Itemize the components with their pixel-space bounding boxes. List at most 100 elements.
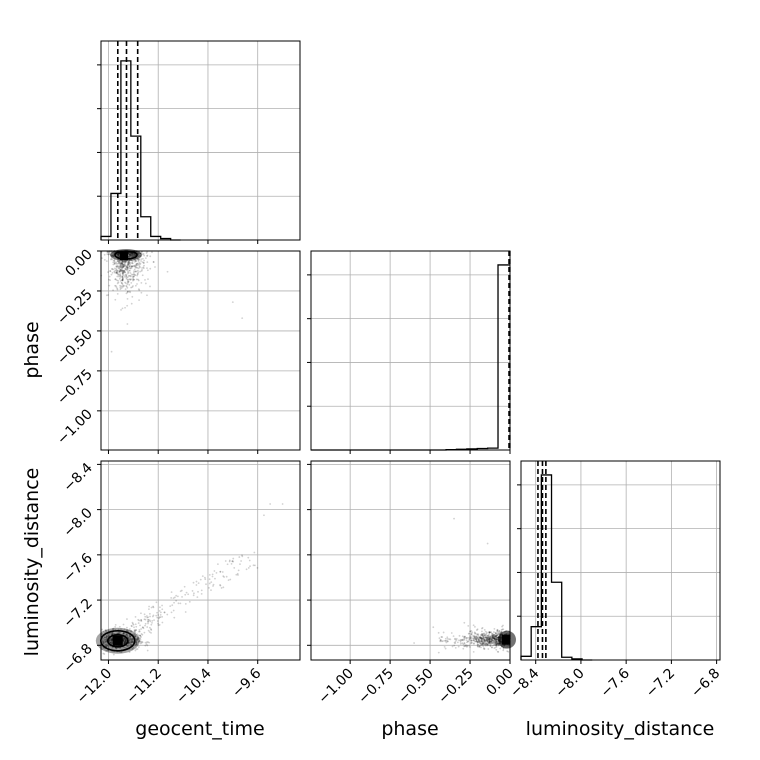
sample-point — [135, 625, 138, 628]
sample-point — [478, 642, 481, 645]
sample-point — [263, 514, 265, 517]
sample-point — [120, 263, 123, 265]
sample-point — [144, 644, 147, 647]
sample-point — [480, 637, 483, 640]
sample-point — [122, 269, 124, 272]
sample-point — [129, 635, 132, 638]
sample-point — [146, 261, 149, 264]
sample-point — [127, 629, 130, 632]
sample-point — [152, 261, 155, 263]
sample-point — [485, 632, 488, 635]
density-peak — [502, 634, 510, 645]
sample-point — [118, 267, 121, 270]
sample-point — [175, 599, 178, 602]
sample-point — [496, 638, 498, 641]
sample-point — [440, 639, 442, 642]
sample-point — [138, 639, 141, 642]
sample-point — [492, 640, 495, 642]
sample-point — [487, 642, 490, 645]
y-tick-label: −0.50 — [54, 326, 96, 368]
sample-point — [496, 642, 499, 645]
sample-point — [120, 651, 123, 653]
sample-point — [483, 638, 486, 641]
sample-point — [470, 633, 473, 636]
sample-point — [118, 270, 121, 273]
sample-point — [461, 639, 464, 641]
sample-point — [463, 636, 465, 639]
sample-point — [111, 638, 114, 640]
sample-point — [489, 631, 492, 634]
sample-point — [118, 271, 121, 274]
sample-point — [111, 258, 114, 261]
sample-point — [122, 641, 125, 644]
sample-point — [441, 636, 444, 638]
sample-point — [483, 638, 485, 640]
sample-point — [110, 638, 113, 641]
sample-point — [116, 272, 119, 275]
sample-point — [124, 639, 127, 642]
sample-point — [121, 276, 124, 279]
sample-point — [134, 630, 136, 633]
sample-point — [491, 636, 494, 638]
sample-point — [134, 270, 137, 273]
sample-point — [127, 275, 130, 277]
sample-point — [472, 634, 474, 637]
sample-point — [495, 641, 498, 644]
sample-point — [106, 635, 109, 638]
sample-point — [129, 638, 132, 641]
sample-point — [440, 636, 443, 638]
sample-point — [139, 634, 142, 637]
sample-point — [133, 268, 136, 271]
sample-point — [438, 637, 441, 640]
sample-point — [117, 260, 119, 263]
sample-point — [472, 639, 475, 642]
sample-point — [129, 267, 132, 270]
sample-point — [116, 265, 119, 268]
x-tick-label: −12.0 — [74, 666, 116, 708]
sample-point — [126, 268, 129, 271]
histogram-geocent_time — [100, 60, 181, 241]
sample-point — [148, 608, 150, 611]
sample-point — [112, 263, 115, 266]
sample-point — [156, 620, 159, 622]
sample-point — [120, 269, 123, 272]
sample-point — [486, 637, 489, 639]
sample-point — [117, 275, 120, 278]
sample-point — [494, 635, 497, 638]
sample-point — [491, 635, 494, 638]
sample-point — [121, 275, 124, 278]
sample-point — [211, 573, 214, 576]
sample-point — [134, 629, 137, 632]
y-tick-label: −7.2 — [60, 596, 95, 631]
sample-point — [134, 270, 137, 273]
sample-point — [105, 294, 108, 297]
sample-point — [208, 586, 210, 589]
sample-point — [463, 645, 466, 647]
sample-point — [119, 269, 122, 272]
sample-point — [131, 265, 134, 268]
sample-point — [121, 266, 124, 269]
sample-point — [490, 646, 493, 649]
sample-point — [150, 629, 153, 631]
sample-point — [151, 615, 154, 618]
sample-point — [495, 637, 498, 639]
sample-point — [166, 613, 169, 616]
sample-point — [104, 643, 107, 646]
sample-point — [115, 271, 118, 274]
sample-point — [132, 646, 135, 648]
sample-point — [130, 639, 133, 642]
sample-point — [129, 278, 132, 281]
x-tick-label: −8.0 — [552, 666, 587, 701]
sample-point — [121, 278, 124, 280]
sample-point — [129, 291, 132, 294]
sample-point — [121, 276, 124, 278]
sample-point — [125, 292, 128, 295]
sample-point — [116, 269, 119, 272]
sample-point — [491, 635, 494, 637]
sample-point — [216, 563, 219, 566]
sample-point — [490, 634, 493, 637]
sample-point — [146, 649, 149, 652]
sample-point — [471, 637, 474, 640]
sample-point — [481, 643, 484, 645]
sample-point — [118, 270, 121, 272]
